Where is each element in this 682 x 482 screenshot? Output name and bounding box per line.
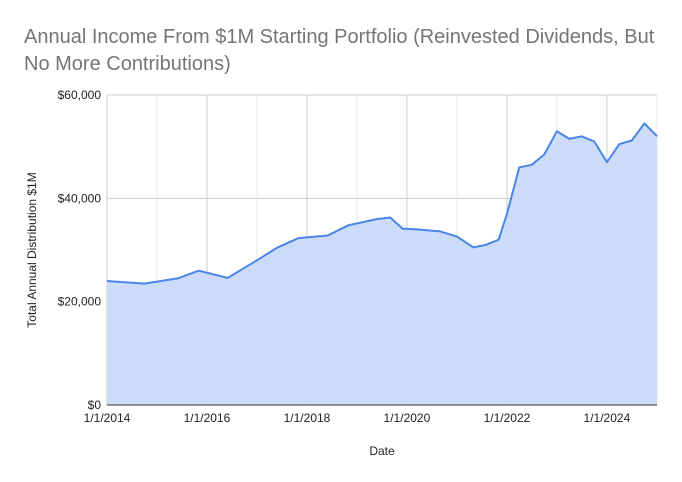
y-tick-label: $40,000 [58,191,102,205]
x-axis-ticks: 1/1/2014 1/1/2016 1/1/2018 1/1/2020 1/1/2022… [84,411,631,425]
y-tick-label: $60,000 [58,88,102,102]
x-tick-label: 1/1/2016 [184,411,231,425]
y-axis-title: Total Annual Distribution $1M [25,172,39,327]
chart-title: Annual Income From $1M Starting Portfoli… [24,26,655,75]
y-axis-ticks: $0 $20,000 $40,000 $60,000 [58,88,102,412]
x-tick-label: 1/1/2022 [484,411,531,425]
x-tick-label: 1/1/2020 [384,411,431,425]
x-tick-label: 1/1/2024 [584,411,631,425]
y-tick-label: $0 [88,398,102,412]
y-tick-label: $20,000 [58,295,102,309]
x-tick-label: 1/1/2018 [284,411,331,425]
series-line [106,122,658,285]
x-tick-label: 1/1/2014 [84,411,131,425]
x-axis-title: Date [369,444,395,458]
area-fill [107,123,657,406]
